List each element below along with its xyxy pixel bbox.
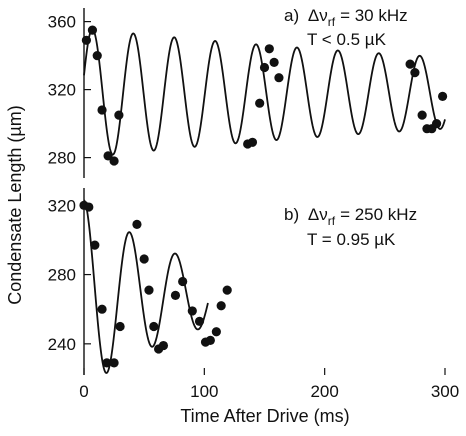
panel-a-data-point — [431, 119, 442, 129]
panel-a-y-tick-label: 280 — [48, 149, 76, 168]
panel-b-data-point — [84, 202, 94, 212]
panel-a-data-point — [259, 62, 270, 73]
panel-a-data-point — [114, 110, 124, 120]
panel-a-data-point — [87, 25, 98, 35]
panel-a-data-point — [103, 151, 113, 161]
panel-a-data-point — [255, 98, 265, 108]
panel-b-y-tick-label: 280 — [48, 266, 76, 285]
panel-b-annotation-value: = 250 kHz — [340, 205, 417, 224]
panel-b-y-tick-label: 240 — [48, 335, 76, 354]
x-axis: 0 100 200 300 — [79, 368, 459, 401]
panel-a-data-point — [274, 73, 284, 83]
panel-b-data-point — [144, 285, 154, 295]
panel-a-data-point — [81, 35, 92, 45]
panel-a-annotation-subscript: rf — [328, 15, 336, 29]
panel-b-y-tick-label: 320 — [48, 196, 76, 215]
panel-a-data-point — [97, 105, 107, 115]
panel-a-annotation-letter: a) — [284, 6, 299, 25]
panel-b-annotation-symbol: Δν — [308, 205, 328, 224]
panel-a-plot: 280 320 360 — [48, 8, 448, 178]
y-axis-title: Condensate Length (µm) — [5, 105, 25, 305]
panel-b-data-point — [149, 321, 159, 332]
panel-b-data-point — [222, 285, 232, 295]
panel-b-data-point — [170, 290, 181, 300]
panel-b-data-point — [132, 219, 142, 229]
panel-a-y-tick-label: 360 — [48, 13, 76, 32]
panel-b-data-point — [90, 240, 100, 250]
x-tick-label: 300 — [431, 382, 459, 401]
panel-b-data-point — [211, 327, 221, 337]
panel-a-data-point — [247, 137, 258, 147]
panel-b-data-point — [109, 358, 119, 368]
panel-b-data-point — [158, 340, 169, 351]
panel-a-data-point — [109, 156, 119, 166]
panel-a-annotation-line1: a) Δνrf = 30 kHz — [284, 6, 408, 29]
panel-b-data-point — [102, 358, 112, 368]
panel-a-y-tick-label: 320 — [48, 81, 76, 100]
panel-b-data-point — [216, 301, 226, 311]
panel-b-data-point — [178, 276, 188, 287]
x-tick-label: 200 — [310, 382, 338, 401]
panel-b-data-point — [187, 306, 197, 316]
panel-a-data-point — [410, 68, 420, 78]
panel-b-annotation-line2: T = 0.95 µK — [307, 230, 396, 249]
panel-b-plot: 240 280 320 — [48, 188, 232, 375]
panel-a-fit-curve — [83, 28, 446, 156]
panel-b-annotation-letter: b) — [284, 205, 299, 224]
panel-b-annotation-line1: b) Δνrf = 250 kHz — [284, 205, 417, 228]
panel-a-annotation-line2: T < 0.5 µK — [307, 30, 387, 49]
panel-b-data-point — [205, 335, 215, 345]
panel-b-data-point — [139, 254, 149, 264]
panel-a-annotation-symbol: Δν — [308, 6, 328, 25]
panel-b-fit-curve — [83, 199, 209, 374]
panel-a-data-point — [437, 91, 448, 101]
panel-b-data-point — [115, 321, 125, 332]
panel-b: 240 280 320 b) Δνrf = 250 kHz T = 0.95 µK — [48, 188, 417, 375]
panel-a-data-point — [269, 57, 279, 67]
x-axis-title: Time After Drive (ms) — [180, 406, 349, 426]
panel-b-data-point — [97, 304, 107, 314]
x-tick-label: 100 — [190, 382, 218, 401]
panel-a-data-point — [264, 44, 274, 54]
panel-b-annotation-subscript: rf — [328, 214, 336, 228]
panel-a-data-point — [417, 110, 427, 120]
panel-a-data-point — [405, 59, 415, 69]
panel-a: 280 320 360 a) Δνrf = 30 kHz T < 0.5 µK — [48, 6, 448, 178]
panel-a-annotation-value: = 30 kHz — [340, 6, 408, 25]
panel-a-data-point — [92, 51, 102, 61]
x-tick-label: 0 — [79, 382, 88, 401]
panel-b-data-point — [194, 316, 205, 326]
